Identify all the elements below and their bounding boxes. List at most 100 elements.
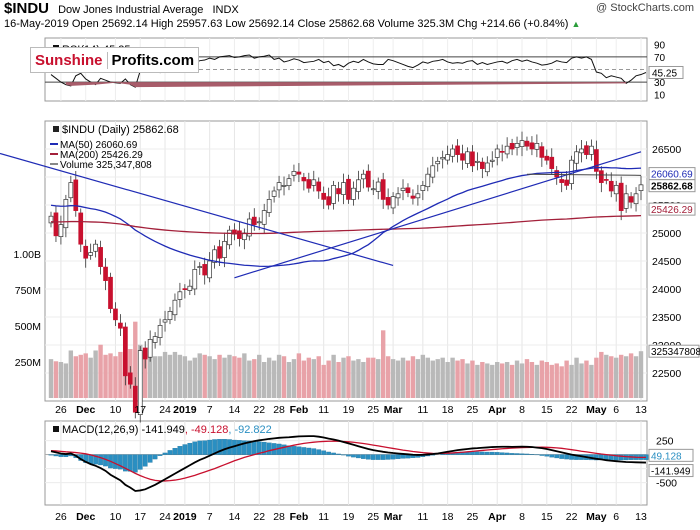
macd-x-tick-label: 14 [229, 511, 241, 523]
volume-y-tick-label: 250M [15, 357, 41, 369]
macd-histogram-bar [504, 452, 510, 455]
macd-histogram-bar [484, 451, 490, 455]
macd-histogram-bar [222, 439, 227, 455]
volume-bar [579, 363, 584, 398]
declining-trend-line [0, 152, 394, 267]
volume-bar [564, 360, 569, 398]
volume-bar [247, 360, 252, 398]
price-x-tick-label: 24 [159, 404, 171, 416]
macd-histogram-bar [564, 454, 569, 460]
logo-part-2: Profits.com [111, 51, 195, 69]
volume-bar [361, 362, 366, 398]
volume-bar [108, 353, 113, 398]
candle-body [182, 288, 188, 290]
candle-body [83, 245, 89, 259]
price-y-tick-label: 24500 [652, 256, 681, 268]
volume-last-tag [648, 344, 700, 358]
candle-body [142, 347, 148, 360]
volume-bar [594, 357, 599, 398]
volume-bar [78, 354, 83, 398]
macd-histogram-bar [251, 441, 257, 455]
volume-bar [514, 360, 520, 398]
price-x-tick-label: 18 [442, 404, 454, 416]
volume-bar [430, 360, 435, 398]
candle-body [212, 249, 217, 263]
header-title-row: $INDU Dow Jones Industrial Average INDX [4, 0, 239, 17]
candle-body [177, 291, 183, 300]
price-x-tick-label: Mar [384, 404, 403, 416]
macd-x-tick-label: 10 [110, 511, 122, 523]
candle-body [197, 266, 203, 268]
candle-body [628, 196, 634, 203]
volume-bar [88, 357, 93, 398]
price-y-tick-label: 23500 [652, 312, 681, 324]
candle-body [519, 140, 525, 147]
candle-body [132, 385, 138, 413]
price-last-value: 25426.29 [651, 205, 693, 216]
price-x-tick-label: 11 [417, 404, 428, 416]
candle-body [455, 145, 460, 155]
volume-bar [147, 353, 153, 398]
volume-bar [385, 356, 391, 398]
volume-bar [460, 359, 465, 398]
macd-line [50, 435, 646, 492]
volume-bar [118, 351, 123, 398]
volume-bar [232, 356, 237, 398]
rsi-oversold-fill [65, 82, 627, 88]
candle-body [613, 185, 619, 195]
candle-body [598, 170, 604, 183]
macd-x-tick-label: Apr [488, 511, 506, 523]
volume-bar [390, 359, 396, 398]
volume-bar [113, 356, 118, 398]
volume-bar [609, 356, 614, 398]
candle-body [544, 155, 550, 161]
candle-body [529, 142, 535, 150]
volume-bar [475, 364, 480, 398]
candle-body [494, 148, 500, 158]
candle-body [554, 170, 560, 178]
volume-bar [172, 351, 178, 398]
macd-histogram-bar [296, 446, 302, 455]
index-name: Dow Jones Industrial Average [58, 4, 204, 16]
volume-bar [296, 353, 302, 398]
volume-bar [539, 360, 545, 398]
volume-bar [286, 362, 292, 398]
macd-x-tick-label: Mar [384, 511, 403, 523]
macd-histogram-bar [390, 454, 396, 460]
macd-x-tick-label: 22 [253, 511, 265, 523]
volume-bar [321, 364, 326, 398]
candle-body [460, 153, 465, 161]
candle-body [78, 212, 84, 245]
price-x-tick-label: 22 [566, 404, 578, 416]
candle-body [217, 246, 222, 259]
macd-histogram-bar [306, 447, 312, 455]
macd-histogram-bar [549, 454, 555, 458]
volume-bar [519, 363, 525, 398]
macd-histogram-bar [123, 454, 128, 472]
candle-body [375, 181, 381, 192]
price-y-tick-label: 22500 [652, 368, 681, 380]
candle-body [420, 185, 426, 191]
price-legend-item: MA(50) 26060.69 [60, 140, 138, 151]
volume-bar [212, 359, 217, 398]
candle-body [98, 247, 103, 267]
volume-bar [98, 344, 103, 398]
volume-bar [544, 362, 549, 398]
macd-x-tick-label: 17 [134, 511, 146, 523]
macd-x-tick-label: 18 [442, 511, 454, 523]
candle-body [222, 241, 227, 258]
candle-body [291, 171, 297, 176]
volume-bar [440, 357, 445, 398]
candle-body [68, 182, 74, 199]
macd-histogram-bar [380, 454, 386, 460]
candle-body [88, 252, 94, 256]
macd-histogram-bar [113, 454, 118, 469]
volume-bar [222, 357, 227, 398]
volume-bar [490, 364, 495, 398]
macd-histogram-bar [157, 454, 163, 456]
candle-body [147, 339, 153, 358]
macd-x-tick-label: 19 [343, 511, 355, 523]
macd-histogram-bar [365, 454, 371, 460]
price-x-tick-label: 14 [229, 404, 241, 416]
